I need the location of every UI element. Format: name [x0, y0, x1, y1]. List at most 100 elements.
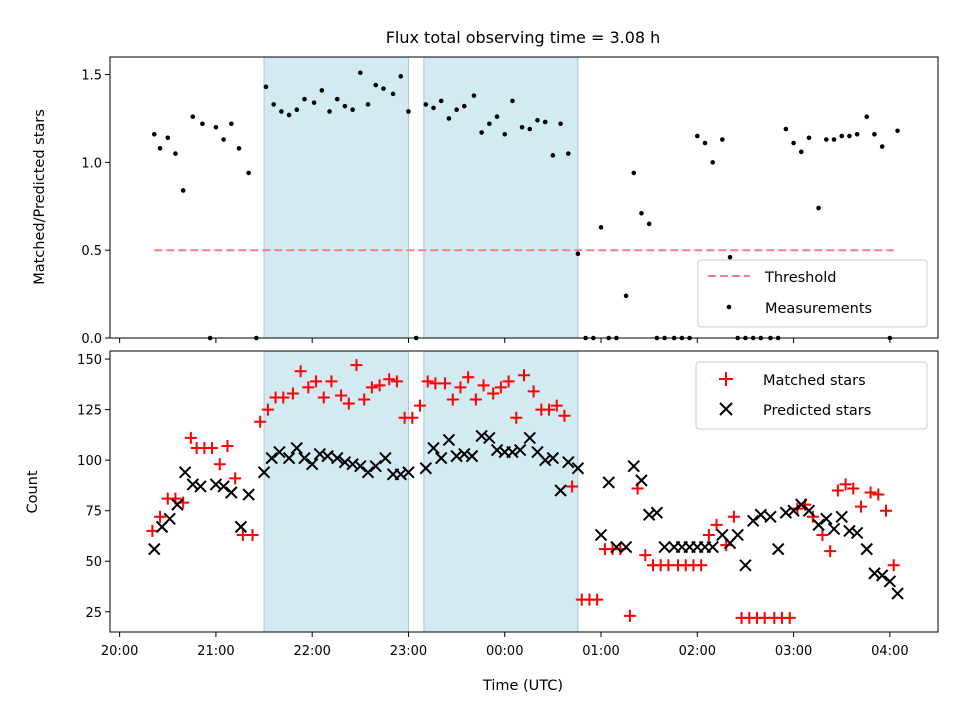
predicted-stars-point — [194, 480, 207, 493]
measurements-point — [575, 251, 581, 256]
matched-stars-point — [477, 379, 490, 392]
measurements-point — [854, 131, 860, 137]
measurements-point — [895, 128, 900, 134]
predicted-stars-point — [354, 460, 367, 473]
y-tick-label: 125 — [77, 404, 102, 419]
matched-stars-point — [365, 381, 378, 394]
y-tick-label: 75 — [85, 505, 102, 520]
y-tick-label: 0.5 — [81, 244, 102, 259]
matched-stars-point — [373, 379, 386, 392]
measurements-point — [446, 116, 452, 121]
y-tick-label: 0.0 — [81, 332, 102, 347]
predicted-stars-point — [827, 522, 841, 536]
predicted-stars-point — [265, 451, 278, 465]
matched-stars-point — [317, 391, 330, 404]
matched-stars-point — [294, 365, 307, 378]
predicted-stars-point — [225, 486, 238, 499]
measurements-point — [381, 86, 386, 91]
matched-stars-point — [335, 389, 348, 402]
measurements-point — [806, 135, 812, 141]
x-tick-label: 23:00 — [390, 644, 427, 659]
ratio-panel-observing-windows — [263, 56, 579, 339]
measurements-point — [519, 124, 525, 130]
matched-stars-point — [887, 559, 900, 572]
matched-stars-point — [783, 611, 796, 624]
measurements-point — [173, 151, 178, 156]
measurements-point — [702, 140, 708, 146]
counts-panel-legend-box — [695, 361, 928, 430]
measurements-point — [263, 84, 269, 90]
matched-stars-point — [325, 375, 338, 388]
matched-stars-point — [831, 484, 844, 497]
matched-stars-point — [824, 545, 837, 558]
matched-stars-point — [310, 375, 323, 388]
legend-measurements-label: Measurements — [765, 301, 872, 317]
predicted-stars-point — [313, 447, 327, 461]
measurements-point — [390, 91, 396, 97]
predicted-stars-point — [891, 587, 904, 600]
matched-stars-point — [246, 528, 259, 541]
y-tick-label: 150 — [77, 353, 102, 368]
predicted-stars-point — [562, 455, 575, 469]
ratio-panel-legend: Threshold Measurements — [697, 259, 928, 328]
x-tick-label: 02:00 — [679, 644, 716, 659]
predicted-stars-point — [186, 478, 200, 491]
predicted-stars-point — [860, 542, 873, 556]
matched-stars-point — [462, 371, 475, 384]
measurements-point — [334, 96, 340, 102]
measurements-point — [365, 102, 371, 107]
measurements-point — [639, 211, 644, 216]
ratio-panel: 0.0 0.5 1.0 1.5 Matched/Predicted stars Thr… — [32, 56, 939, 347]
matched-stars-point — [154, 510, 167, 523]
predicted-stars-point — [739, 559, 752, 572]
measurements-point — [157, 146, 163, 151]
matched-stars-point — [350, 359, 363, 372]
measurements-point — [824, 137, 829, 142]
predicted-stars-point — [450, 449, 463, 463]
measurements-point — [286, 112, 292, 118]
measurements-point — [213, 124, 219, 130]
measurements-point — [221, 137, 226, 142]
predicted-stars-point — [754, 508, 768, 521]
predicted-stars-point — [394, 468, 407, 481]
measurements-point — [271, 102, 276, 107]
matched-stars-point — [854, 500, 867, 513]
matched-stars-point — [494, 381, 507, 394]
predicted-stars-point — [554, 484, 567, 497]
ratio-panel-y-axis: 0.0 0.5 1.0 1.5 — [81, 69, 110, 347]
counts-panel-legend: Matched stars Predicted stars — [695, 361, 928, 430]
predicted-stars-point — [361, 466, 375, 479]
measurements-point — [236, 146, 242, 151]
measurements-point — [720, 137, 725, 142]
predicted-stars-point — [795, 498, 808, 511]
x-tick-label: 01:00 — [582, 644, 619, 659]
predicted-stars-point — [731, 528, 744, 542]
measurements-point — [623, 293, 629, 299]
x-tick-label: 22:00 — [293, 644, 330, 659]
matched-stars-point — [527, 385, 540, 398]
x-tick-label: 03:00 — [775, 644, 812, 659]
predicted-stars-point — [546, 451, 560, 465]
x-tick-label: 00:00 — [486, 644, 523, 659]
predicted-stars-point — [273, 445, 286, 459]
measurements-point — [816, 205, 821, 211]
matched-stars-point — [342, 397, 355, 410]
predicted-stars-point — [305, 458, 319, 471]
measurements-point — [200, 121, 205, 127]
measurements-point — [527, 126, 533, 132]
x-tick-label: 21:00 — [197, 644, 234, 659]
predicted-stars-point — [234, 520, 248, 534]
matched-stars-point — [510, 411, 523, 424]
x-tick-label: 04:00 — [871, 644, 908, 659]
predicted-stars-point — [402, 466, 415, 479]
matched-stars-point — [277, 391, 290, 404]
predicted-stars-point — [746, 514, 760, 528]
predicted-stars-point — [346, 458, 359, 471]
measurements-point — [565, 151, 571, 156]
y-tick-label: 50 — [85, 555, 102, 570]
predicted-stars-point — [812, 518, 825, 532]
predicted-stars-point — [594, 528, 608, 542]
matched-stars-point — [806, 510, 819, 523]
predicted-stars-point — [427, 441, 440, 455]
